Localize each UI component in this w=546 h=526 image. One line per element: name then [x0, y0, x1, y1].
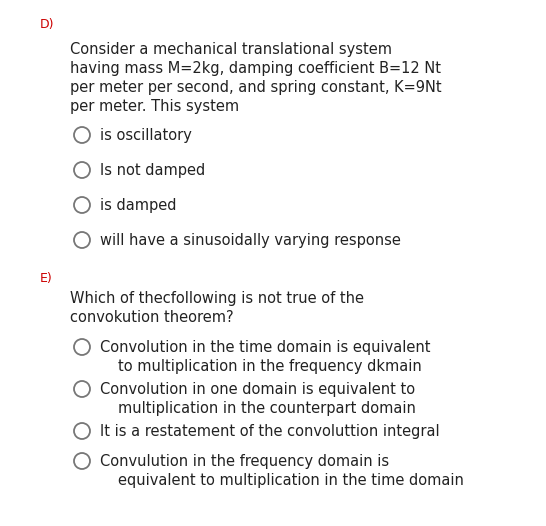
Text: Convulution in the frequency domain is: Convulution in the frequency domain is [100, 454, 389, 469]
Text: to multiplication in the frequency dkmain: to multiplication in the frequency dkmai… [118, 359, 422, 374]
Text: having mass M=2kg, damping coefficient B=12 Nt: having mass M=2kg, damping coefficient B… [70, 61, 441, 76]
Text: Is not damped: Is not damped [100, 163, 205, 178]
Text: Which of thecfollowing is not true of the: Which of thecfollowing is not true of th… [70, 291, 364, 306]
Text: Convolution in the time domain is equivalent: Convolution in the time domain is equiva… [100, 340, 430, 355]
Text: It is a restatement of the convoluttion integral: It is a restatement of the convoluttion … [100, 424, 440, 439]
Text: is damped: is damped [100, 198, 176, 213]
Text: Convolution in one domain is equivalent to: Convolution in one domain is equivalent … [100, 382, 415, 397]
Text: per meter per second, and spring constant, K=9Nt: per meter per second, and spring constan… [70, 80, 442, 95]
Text: convokution theorem?: convokution theorem? [70, 310, 234, 325]
Text: per meter. This system: per meter. This system [70, 99, 239, 114]
Text: is oscillatory: is oscillatory [100, 128, 192, 143]
Text: Consider a mechanical translational system: Consider a mechanical translational syst… [70, 42, 392, 57]
Text: will have a sinusoidally varying response: will have a sinusoidally varying respons… [100, 233, 401, 248]
Text: D): D) [40, 18, 55, 31]
Text: equivalent to multiplication in the time domain: equivalent to multiplication in the time… [118, 473, 464, 488]
Text: multiplication in the counterpart domain: multiplication in the counterpart domain [118, 401, 416, 416]
Text: E): E) [40, 272, 53, 285]
